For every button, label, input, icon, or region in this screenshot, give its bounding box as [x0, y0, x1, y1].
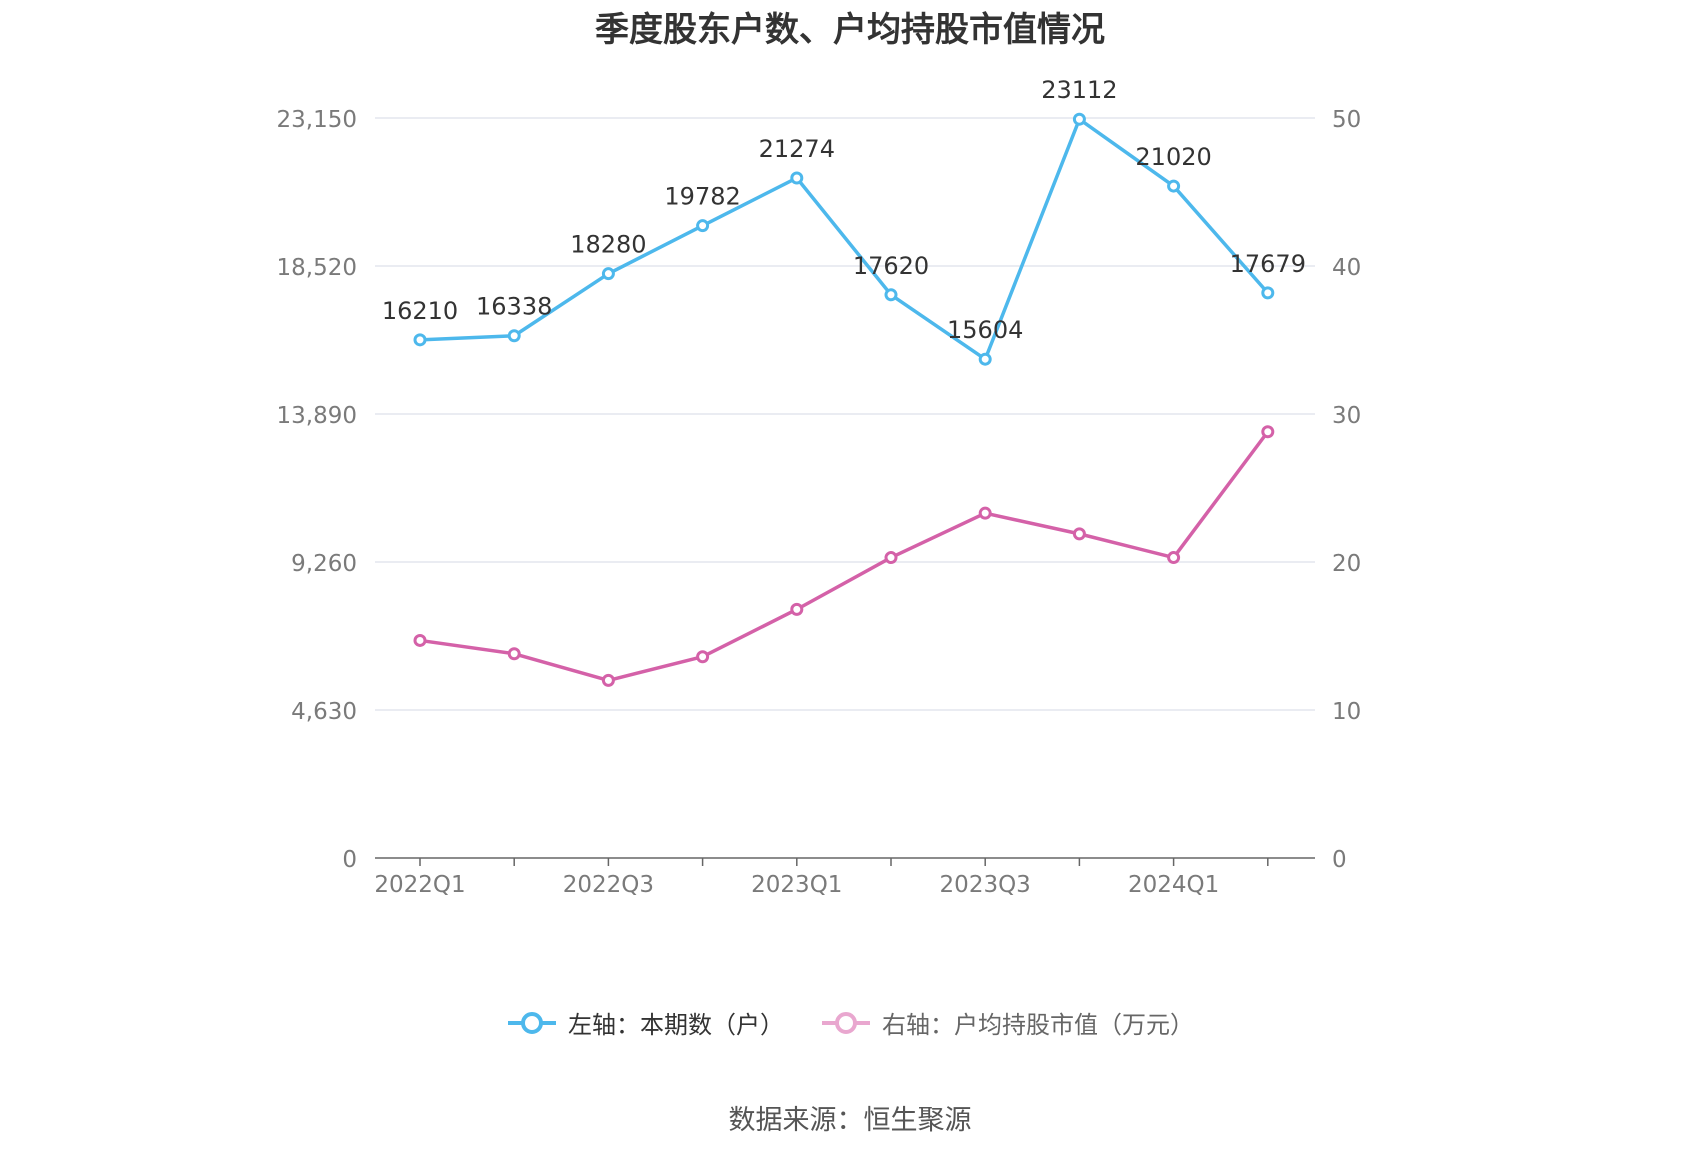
left-axis-tick-label: 9,260 [291, 551, 357, 577]
x-axis-tick-label: 2024Q1 [1128, 872, 1219, 898]
right-axis-tick-label: 0 [1332, 847, 1347, 873]
data-point[interactable] [507, 329, 521, 343]
left-axis: 0 4,630 9,260 13,890 18,520 23,150 [277, 107, 357, 873]
data-label: 19782 [664, 183, 740, 211]
legend-item-holders[interactable]: 左轴：本期数（户） [506, 1005, 784, 1040]
data-label: 21020 [1135, 143, 1211, 171]
data-point[interactable] [507, 647, 521, 661]
x-axis-tick-label: 2022Q1 [374, 872, 465, 898]
data-point[interactable] [1167, 179, 1181, 193]
data-label: 17620 [853, 252, 929, 280]
x-axis: 2022Q1 2022Q3 2023Q1 2023Q3 2024Q1 [374, 857, 1315, 898]
line-chart: 0 4,630 9,260 13,890 18,520 23,150 0 10 20 30 40 5… [277, 76, 1362, 898]
x-axis-tick-label: 2022Q3 [563, 872, 654, 898]
right-axis-tick-label: 30 [1332, 403, 1361, 429]
legend-label-avg-value: 右轴：户均持股市值（万元） [882, 1011, 1194, 1039]
data-label: 17679 [1230, 250, 1306, 278]
data-label: 16338 [476, 293, 552, 321]
data-label: 21274 [759, 135, 835, 163]
data-point[interactable] [978, 352, 992, 366]
data-point[interactable] [790, 171, 804, 185]
data-point[interactable] [1072, 112, 1086, 126]
left-axis-tick-label: 4,630 [291, 699, 357, 725]
data-point[interactable] [884, 551, 898, 565]
x-axis-tick-label: 2023Q1 [751, 872, 842, 898]
legend-label-holders: 左轴：本期数（户） [568, 1011, 784, 1039]
data-point[interactable] [1261, 425, 1275, 439]
data-point[interactable] [696, 219, 710, 233]
data-point[interactable] [601, 267, 615, 281]
series-line [419, 430, 1270, 683]
data-point[interactable] [1072, 527, 1086, 541]
data-point[interactable] [790, 602, 804, 616]
legend: 左轴：本期数（户） 右轴：户均持股市值（万元） [0, 1005, 1700, 1040]
series-layer: 16210 16338 18280 19782 21274 17620 15604 23112… [382, 76, 1306, 687]
right-axis-tick-label: 50 [1332, 107, 1361, 133]
left-axis-tick-label: 23,150 [277, 107, 357, 133]
chart-title: 季度股东户数、户均持股市值情况 [595, 10, 1105, 50]
data-point[interactable] [413, 333, 427, 347]
data-point[interactable] [696, 650, 710, 664]
data-point[interactable] [884, 288, 898, 302]
data-source: 数据来源：恒生聚源 [728, 1105, 972, 1136]
legend-marker-avg-value [822, 1011, 870, 1034]
left-axis-tick-label: 18,520 [277, 255, 357, 281]
left-axis-tick-label: 0 [342, 847, 357, 873]
x-axis-tick-label: 2023Q3 [940, 872, 1031, 898]
legend-item-avg-value[interactable]: 右轴：户均持股市值（万元） [820, 1005, 1194, 1040]
right-axis: 0 10 20 30 40 50 [1332, 107, 1361, 873]
right-axis-tick-label: 40 [1332, 255, 1361, 281]
legend-marker-holders [508, 1011, 556, 1034]
grid-lines [375, 117, 1315, 711]
data-point[interactable] [978, 506, 992, 520]
left-axis-tick-label: 13,890 [277, 403, 357, 429]
right-axis-tick-label: 10 [1332, 699, 1361, 725]
data-label: 15604 [947, 316, 1023, 344]
data-point[interactable] [1167, 551, 1181, 565]
data-point[interactable] [601, 673, 615, 687]
data-label: 18280 [570, 231, 646, 259]
data-point[interactable] [413, 633, 427, 647]
right-axis-tick-label: 20 [1332, 551, 1361, 577]
data-point[interactable] [1261, 286, 1275, 300]
data-label: 16210 [382, 297, 458, 325]
series-line [419, 117, 1270, 361]
data-label: 23112 [1041, 76, 1117, 104]
